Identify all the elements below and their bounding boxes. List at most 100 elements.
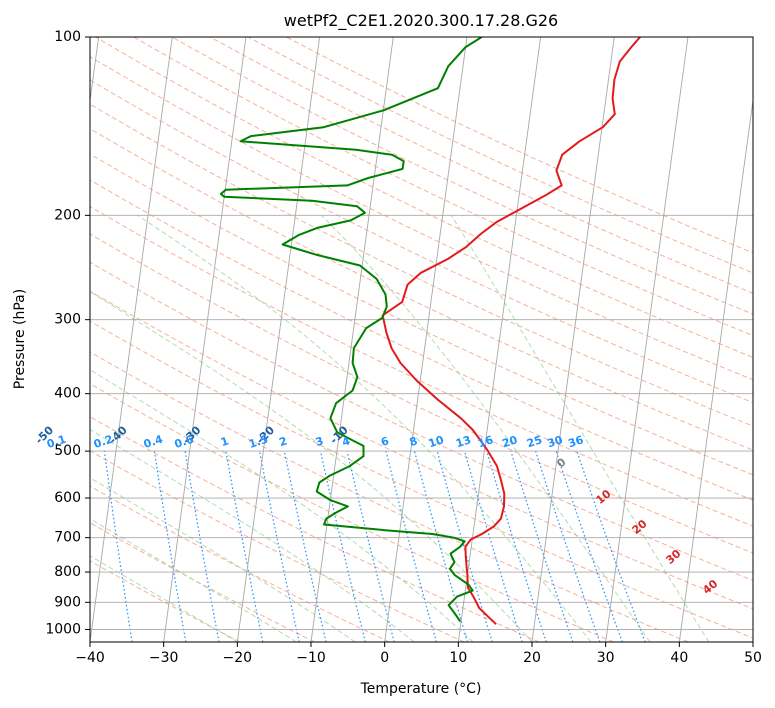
x-tick-label: 0 bbox=[380, 650, 389, 666]
y-tick-label: 700 bbox=[54, 530, 81, 546]
dry-adiabat bbox=[90, 450, 465, 642]
dry-adiabat bbox=[90, 103, 753, 427]
mixing-ratio-label: 3 bbox=[314, 434, 325, 449]
dry-adiabat bbox=[90, 261, 753, 582]
mixing-ratio-label: 20 bbox=[501, 433, 520, 450]
moist-adiabat bbox=[90, 555, 238, 642]
x-axis-label: Temperature (°C) bbox=[360, 681, 482, 697]
x-tick-label: 10 bbox=[449, 650, 467, 666]
y-tick-label: 100 bbox=[54, 29, 81, 45]
mixing-ratio-label: 25 bbox=[525, 433, 544, 450]
isotherm-line bbox=[457, 37, 542, 642]
mixing-ratio-label: 8 bbox=[408, 434, 419, 449]
mixing-ratio-line bbox=[486, 450, 547, 642]
dry-adiabat bbox=[171, 37, 753, 315]
mixing-ratio-line bbox=[464, 450, 523, 642]
mixing-ratio-line bbox=[535, 450, 601, 642]
mixing-ratio-line bbox=[346, 450, 395, 642]
dry-adiabat bbox=[133, 37, 753, 337]
dry-adiabat bbox=[90, 56, 753, 381]
mixing-ratio-line bbox=[103, 451, 133, 642]
mixing-ratio-line bbox=[576, 450, 646, 642]
moist-adiabat bbox=[321, 214, 651, 642]
x-tick-label: −30 bbox=[149, 650, 179, 666]
mixing-ratio-line bbox=[153, 451, 187, 642]
mixing-ratio-line bbox=[225, 450, 264, 642]
x-tick-label: −40 bbox=[75, 650, 105, 666]
isotherm-line bbox=[752, 638, 753, 642]
isotherm-line bbox=[236, 37, 321, 642]
y-tick-label: 400 bbox=[54, 386, 81, 402]
dry-adiabat bbox=[90, 290, 753, 610]
dry-adiabat bbox=[90, 351, 689, 642]
y-tick-label: 300 bbox=[54, 312, 81, 328]
isotherm-line bbox=[605, 37, 689, 642]
isotherm-line bbox=[310, 37, 394, 642]
dry-adiabat bbox=[95, 37, 753, 358]
x-tick-label: 20 bbox=[523, 650, 541, 666]
moist-adiabat-label: 40 bbox=[700, 577, 720, 597]
mixing-ratio-line bbox=[58, 451, 82, 642]
dry-adiabat bbox=[90, 128, 753, 451]
mixing-ratio-line bbox=[555, 450, 623, 642]
mixing-ratio-label: 13 bbox=[454, 433, 473, 450]
chart-title: wetPf2_C2E1.2020.300.17.28.G26 bbox=[284, 11, 558, 31]
isotherm-line bbox=[163, 37, 247, 642]
y-tick-label: 200 bbox=[54, 207, 81, 223]
dewpoint-profile-line bbox=[219, 37, 483, 623]
dry-adiabat bbox=[90, 485, 390, 642]
dry-adiabat bbox=[90, 205, 753, 527]
mixing-ratio-line bbox=[385, 450, 437, 642]
y-tick-label: 1000 bbox=[45, 621, 81, 637]
mixing-ratio-line bbox=[283, 450, 327, 642]
moist-adiabat bbox=[450, 215, 710, 642]
mixing-ratio-label: 1.5 bbox=[247, 433, 270, 451]
y-tick-label: 600 bbox=[54, 490, 81, 506]
dry-adiabat bbox=[90, 320, 753, 639]
isotherm-line bbox=[90, 37, 100, 104]
dry-adiabat bbox=[90, 179, 753, 501]
moist-adiabat-label: 0 bbox=[554, 455, 568, 470]
isotherm-line bbox=[678, 97, 753, 642]
mixing-ratio-label: 36 bbox=[567, 433, 586, 450]
x-tick-label: 50 bbox=[744, 650, 762, 666]
moist-adiabat-label: 20 bbox=[630, 517, 650, 537]
mixing-ratio-line bbox=[258, 450, 300, 642]
mixing-ratio-label: 10 bbox=[427, 433, 446, 450]
moist-adiabat bbox=[90, 291, 533, 642]
dry-adiabat bbox=[90, 522, 315, 642]
temperature-profile-line bbox=[381, 37, 641, 625]
dry-adiabat bbox=[90, 560, 241, 642]
moist-adiabat bbox=[90, 477, 356, 642]
mixing-ratio-label: 2 bbox=[278, 434, 289, 449]
isotherm-line bbox=[531, 37, 615, 642]
dry-adiabat bbox=[209, 37, 753, 294]
dry-adiabat bbox=[90, 233, 753, 554]
y-tick-label: 500 bbox=[54, 443, 81, 459]
y-axis-label: Pressure (hPa) bbox=[12, 289, 28, 389]
mixing-ratio-label: 30 bbox=[546, 433, 565, 450]
dry-adiabat bbox=[247, 37, 753, 274]
moist-adiabat-label: 30 bbox=[663, 547, 683, 567]
moist-adiabat bbox=[90, 369, 474, 642]
y-tick-label: 900 bbox=[54, 594, 81, 610]
mixing-ratio-label: 4 bbox=[340, 434, 352, 449]
mixing-ratio-line bbox=[184, 451, 220, 642]
mixing-ratio-line bbox=[436, 450, 493, 642]
mixing-ratio-label: 0.4 bbox=[142, 432, 165, 450]
dry-adiabat bbox=[90, 153, 753, 476]
moist-adiabat-label: 10 bbox=[593, 487, 613, 507]
y-tick-label: 800 bbox=[54, 564, 81, 580]
x-tick-label: 40 bbox=[670, 650, 688, 666]
isotherm-line bbox=[90, 37, 173, 642]
x-tick-label: 30 bbox=[597, 650, 615, 666]
dry-adiabat bbox=[90, 383, 614, 642]
moist-adiabat bbox=[90, 429, 415, 642]
isotherm-line bbox=[384, 37, 468, 642]
mixing-ratio-line bbox=[413, 450, 469, 642]
mixing-ratio-label: 0.6 bbox=[173, 432, 196, 450]
x-tick-label: −20 bbox=[223, 650, 253, 666]
plot-frame bbox=[89, 36, 754, 643]
moist-adiabat bbox=[137, 214, 592, 642]
